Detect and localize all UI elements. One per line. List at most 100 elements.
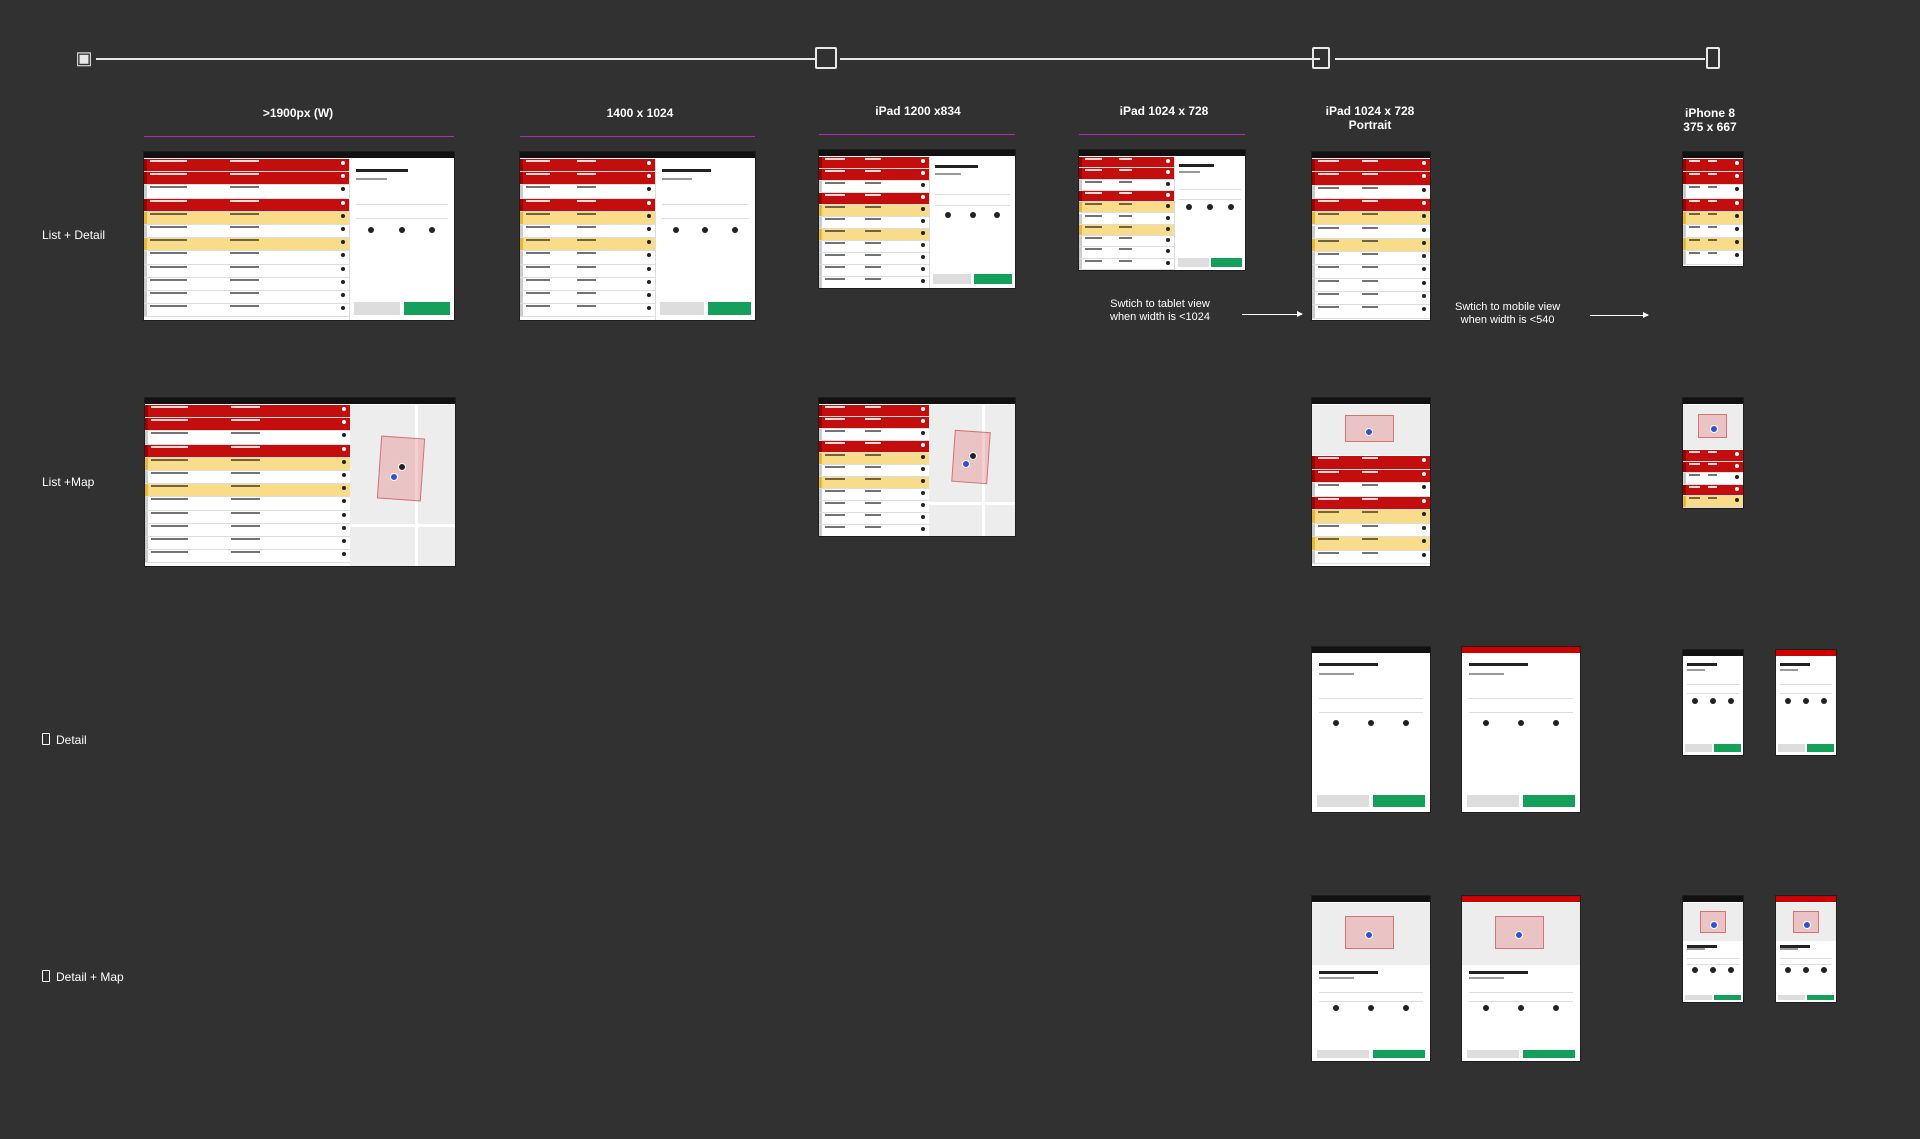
map-road [350,524,455,528]
status-bar [1312,483,1315,496]
action-icons [1469,1005,1573,1013]
customer-name [1118,169,1133,172]
status-text [825,182,845,184]
customer-name [935,164,978,168]
vehicle-info [1686,668,1705,671]
status-text [150,239,187,242]
status-bar [144,277,147,290]
status-bar [1683,159,1686,172]
status-bar [145,418,148,431]
status-bar [819,477,822,488]
customer-name [576,265,596,268]
status-text [825,158,845,160]
status-text [151,551,188,554]
status-text [526,252,551,255]
status-bar [1683,251,1686,264]
customer-name [865,182,881,184]
row-label-detail-map: Detail + Map [42,970,124,984]
customer-name [1708,226,1717,228]
status-text [1689,474,1700,476]
status-text [526,305,551,308]
status-icon [1422,294,1426,298]
customer-name [230,265,259,268]
car-icon [1367,720,1374,727]
status-icon [921,479,925,483]
status-bar [520,159,523,172]
vehicle-pin [1515,931,1524,940]
status-text [825,442,845,444]
action-icons [1179,204,1241,213]
status-bar [1312,252,1315,265]
customer-name [1708,173,1717,176]
frame-ipad-detail-map [1312,896,1430,1061]
customer-name [1708,474,1717,476]
width-guide [144,136,454,137]
complete-button [974,273,1012,285]
status-bar [1312,496,1315,509]
list-item [819,465,929,477]
status-text [825,406,845,408]
status-bar [145,497,148,510]
time-info [1319,991,1423,1002]
list-item [1312,225,1430,239]
status-bar [1312,510,1315,523]
status-text [1318,306,1340,309]
list-item [1079,247,1174,259]
status-icon [1735,498,1739,502]
list-item [819,193,929,205]
status-icon [341,200,345,205]
customer-name [865,502,881,504]
list-item [1079,258,1174,270]
phone-icon [1333,720,1340,727]
status-icon [1422,254,1426,259]
cancel-button [659,302,704,316]
order-detail [1462,654,1580,812]
status-icon [1735,161,1739,165]
row-label-list-detail: List + Detail [42,228,106,242]
column-header-iphone: iPhone 8 375 x 667 [1683,106,1737,134]
list-item [819,265,929,277]
map-view [929,405,1015,536]
status-icon [1422,240,1426,245]
list-item [520,225,655,239]
app-header [1683,896,1743,902]
status-icon [921,419,925,423]
status-text [825,514,845,516]
customer-name [1361,279,1379,282]
customer-name [1361,253,1379,256]
list-item [1079,190,1174,203]
app-header [819,150,1015,156]
status-text [1085,259,1103,262]
status-icon [921,515,925,519]
status-bar [520,304,523,317]
list-item [144,225,349,239]
status-text [150,186,187,189]
status-bar [819,229,822,240]
complete-button [1714,995,1741,1001]
status-icon [1166,260,1170,265]
status-text [150,278,187,281]
status-text [150,173,187,176]
message-icon [994,212,1001,219]
status-text [1689,173,1700,176]
customer-name [865,206,881,208]
status-text [825,490,845,492]
list-item [145,497,350,511]
status-bar [1312,469,1315,482]
vehicle-pin [1710,424,1718,433]
frame-ipad-portrait-list-map [1312,398,1430,566]
customer-name [1361,213,1379,216]
order-detail [1312,654,1430,812]
status-icon [647,227,651,231]
customer-name [1361,470,1379,473]
customer-name [576,199,596,202]
list-item [1683,473,1743,485]
store-pin [398,462,407,471]
list-item [1312,278,1430,292]
status-bar [1683,211,1686,224]
message-icon [1402,720,1409,727]
status-bar [520,198,523,211]
customer-name [1708,252,1717,255]
customer-name [865,418,881,420]
order-detail [1683,941,1743,1002]
